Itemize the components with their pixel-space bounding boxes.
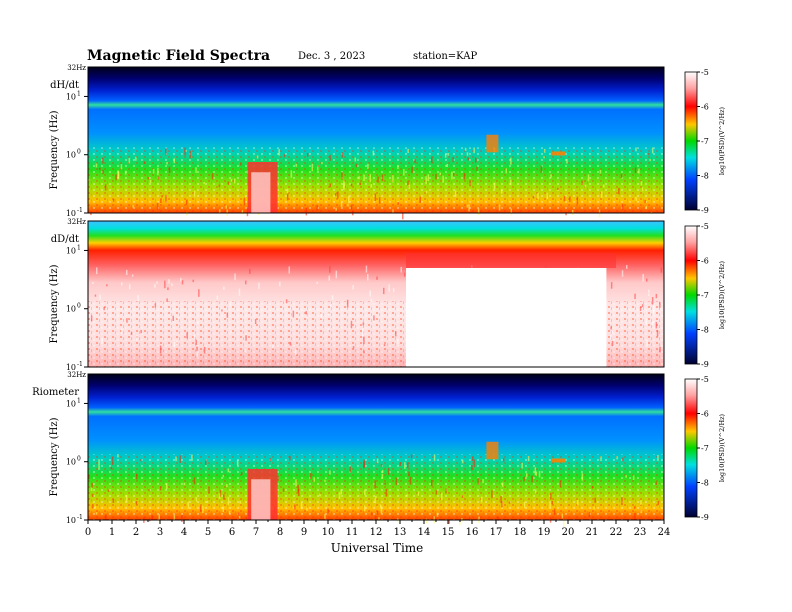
event-feature — [486, 134, 499, 153]
y-tick-label: 10 — [66, 151, 76, 160]
y-tick-exponent: 0 — [77, 456, 81, 463]
x-tick-label: 17 — [490, 527, 503, 538]
colorbar-tick-label: -7 — [701, 137, 709, 146]
colorbar — [684, 378, 698, 518]
y-tick-exponent: -1 — [77, 514, 83, 521]
panel-name: dD/dt — [51, 234, 79, 245]
x-axis-label: Universal Time — [331, 541, 424, 555]
top-frequency-label: 32Hz — [67, 218, 86, 226]
x-tick-label: 5 — [205, 527, 211, 538]
colorbar-tick-label: -5 — [701, 222, 709, 231]
y-tick-label: 10 — [66, 458, 76, 467]
colorbar — [684, 71, 698, 211]
x-tick-label: 16 — [466, 527, 479, 538]
x-tick-label: 10 — [322, 527, 335, 538]
y-tick-exponent: -1 — [77, 207, 83, 214]
colorbar-tick-label: -9 — [701, 360, 709, 369]
event-feature — [486, 441, 499, 460]
y-tick-label: 10 — [66, 209, 76, 218]
y-axis-label: Frequency (Hz) — [49, 264, 60, 343]
top-frequency-label: 32Hz — [67, 64, 86, 72]
colorbar-label: log10(PSD)(V^2/Hz) — [718, 413, 726, 482]
y-tick-exponent: 0 — [77, 303, 81, 310]
spectrogram-texture — [88, 454, 664, 520]
x-tick-label: 18 — [514, 527, 527, 538]
x-tick-label: 2 — [133, 527, 139, 538]
x-tick-label: 15 — [442, 527, 455, 538]
colorbar-tick-label: -5 — [701, 68, 709, 77]
colorbar-label: log10(PSD)(V^2/Hz) — [718, 106, 726, 175]
x-tick-label: 11 — [346, 527, 359, 538]
event-burst-core — [251, 479, 271, 520]
y-tick-exponent: 1 — [77, 244, 81, 251]
y-tick-label: 10 — [66, 305, 76, 314]
x-tick-label: 4 — [181, 527, 187, 538]
x-tick-label: 14 — [418, 527, 431, 538]
station-label: station=KAP — [413, 51, 477, 62]
colorbar-tick-label: -6 — [701, 257, 709, 266]
y-axis-label: Frequency (Hz) — [49, 110, 60, 189]
panel-name: Riometer — [32, 387, 79, 398]
colorbar-tick-label: -7 — [701, 444, 709, 453]
colorbar-tick-label: -8 — [701, 172, 709, 181]
x-axis: 0 1 2 3 4 5 6 7 8 9 10 11 12 13 14 15 16 17 18 19 20 21 22 23 24 — [85, 520, 671, 538]
panel-frame — [87, 66, 665, 214]
y-tick-label: 10 — [66, 363, 76, 372]
event-burst-core — [251, 172, 271, 213]
event-band — [551, 458, 566, 463]
y-axis-label: Frequency (Hz) — [49, 417, 60, 496]
y-tick-label: 10 — [66, 246, 76, 255]
x-tick-label: 19 — [538, 527, 551, 538]
colorbar-label: log10(PSD)(V^2/Hz) — [718, 260, 726, 329]
x-tick-label: 0 — [85, 527, 91, 538]
date-label: Dec. 3 , 2023 — [298, 51, 365, 62]
y-tick-exponent: -1 — [77, 361, 83, 368]
spectrogram-texture — [88, 147, 664, 213]
x-tick-label: 23 — [634, 527, 647, 538]
colorbar-tick-label: -8 — [701, 326, 709, 335]
y-tick-label: 10 — [66, 516, 76, 525]
x-tick-label: 9 — [301, 527, 307, 538]
colorbar-tick-label: -6 — [701, 410, 709, 419]
x-tick-label: 1 — [109, 527, 115, 538]
x-tick-label: 8 — [277, 527, 283, 538]
event-band — [551, 151, 566, 156]
x-tick-label: 6 — [229, 527, 235, 538]
y-tick-label: 10 — [66, 92, 76, 101]
spectrogram-streaks — [88, 147, 654, 220]
colorbar-tick-label: -9 — [701, 513, 709, 522]
colorbar-tick-label: -7 — [701, 291, 709, 300]
panel-name: dH/dt — [50, 80, 79, 91]
x-tick-label: 24 — [658, 527, 671, 538]
x-tick-label: 22 — [610, 527, 623, 538]
x-tick-label: 12 — [370, 527, 383, 538]
x-tick-label: 7 — [253, 527, 259, 538]
y-tick-label: 10 — [66, 399, 76, 408]
page-title: Magnetic Field Spectra — [87, 48, 270, 64]
x-tick-label: 13 — [394, 527, 407, 538]
quiet-region — [406, 267, 607, 367]
top-frequency-label: 32Hz — [67, 371, 86, 379]
enhanced-band — [406, 253, 616, 268]
panel-frame — [87, 220, 665, 368]
colorbar-tick-label: -5 — [701, 375, 709, 384]
x-tick-label: 20 — [562, 527, 575, 538]
x-tick-label: 21 — [586, 527, 599, 538]
colorbar-tick-label: -8 — [701, 479, 709, 488]
x-tick-label: 3 — [157, 527, 163, 538]
colorbar-tick-label: -6 — [701, 103, 709, 112]
colorbar — [684, 225, 698, 365]
y-tick-exponent: 1 — [77, 90, 81, 97]
y-tick-exponent: 1 — [77, 397, 81, 404]
colorbar-tick-label: -9 — [701, 206, 709, 215]
y-tick-exponent: 0 — [77, 149, 81, 156]
